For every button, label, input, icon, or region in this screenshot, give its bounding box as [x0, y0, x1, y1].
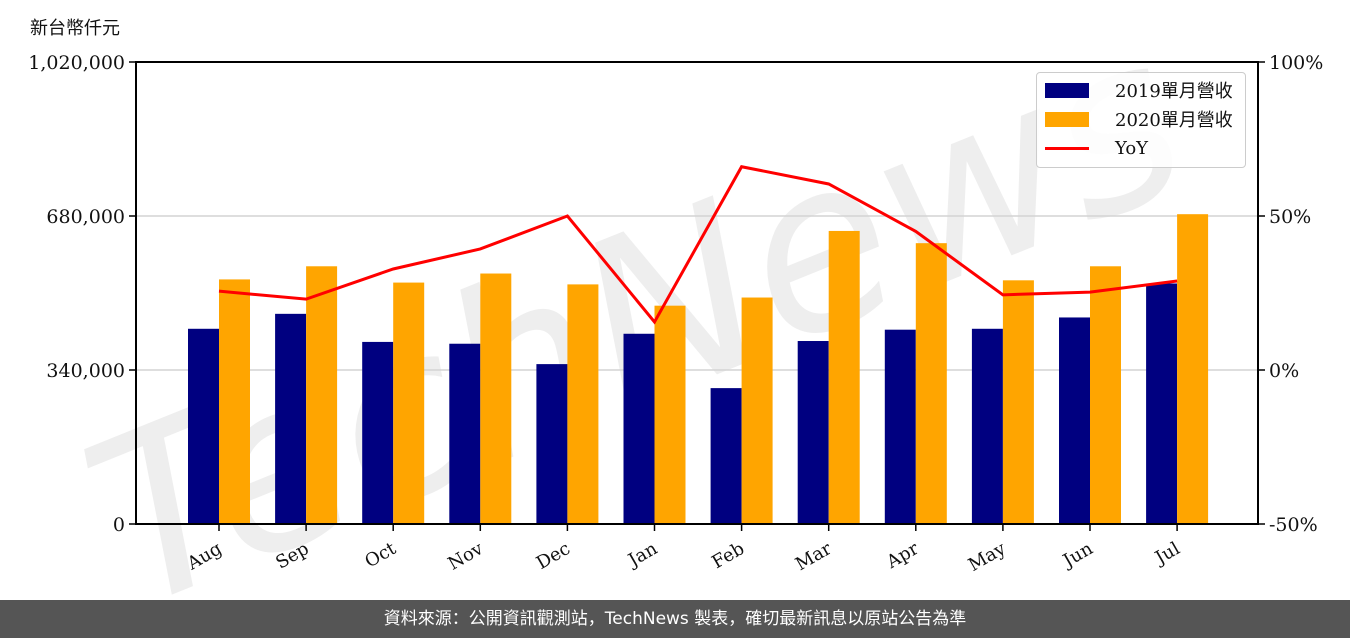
bar-2020: [654, 305, 686, 524]
bar-2020: [915, 243, 947, 525]
x-tick-label: Dec: [533, 538, 574, 574]
y2-tick-label: 0%: [1269, 360, 1299, 382]
bar-2020: [567, 284, 599, 524]
chart-legend: 2019單月營收 2020單月營收 YoY: [1036, 72, 1246, 168]
legend-label-2019: 2019單月營收: [1115, 81, 1233, 102]
bar-2020: [1177, 214, 1209, 524]
y-tick-label: 340,000: [46, 360, 125, 382]
bar-2020: [306, 266, 338, 524]
x-tick-label: Apr: [882, 538, 922, 573]
bar-2020: [219, 279, 250, 524]
legend-swatch-2019: [1045, 82, 1089, 98]
yoy-line: [218, 165, 1178, 325]
legend-line-yoy: [1045, 146, 1089, 150]
y-tick-label: 1,020,000: [28, 52, 125, 74]
legend-label-yoy: YoY: [1115, 137, 1149, 159]
bar-2019: [536, 364, 568, 524]
y-tick-label: 0: [113, 514, 125, 536]
x-tick-label: Nov: [444, 538, 487, 575]
legend-label-2020: 2020單月營收: [1115, 110, 1233, 131]
bar-2019: [188, 328, 219, 524]
x-tick-label: Mar: [792, 538, 836, 575]
bar-2020: [828, 230, 860, 524]
x-tick-label: Feb: [708, 538, 748, 573]
y2-tick-label: 50%: [1269, 206, 1311, 228]
y2-tick-label: 100%: [1269, 52, 1323, 74]
bar-2019: [971, 328, 1003, 524]
bar-2019: [449, 343, 481, 524]
bar-2019: [710, 388, 742, 524]
bar-2019: [797, 341, 829, 524]
legend-swatch-2020: [1045, 111, 1089, 127]
bar-2020: [741, 297, 773, 524]
y2-tick-label: -50%: [1269, 514, 1318, 536]
bar-2020: [1090, 266, 1121, 524]
x-tick-label: Jun: [1058, 538, 1097, 573]
bar-2020: [480, 273, 512, 524]
legend-item-yoy: YoY: [1045, 135, 1148, 161]
x-tick-label: Jul: [1150, 538, 1184, 570]
legend-item-2020: 2020單月營收: [1045, 106, 1233, 132]
bar-2019: [275, 313, 307, 524]
x-tick-label: May: [965, 538, 1010, 576]
bar-2020: [1002, 280, 1034, 524]
bar-2020: [393, 282, 425, 524]
bar-2019: [623, 333, 655, 524]
plot-frame: [135, 61, 1259, 525]
y-tick-label: 680,000: [46, 206, 125, 228]
bar-2019: [884, 329, 916, 524]
source-footer: 資料來源：公開資訊觀測站，TechNews 製表，確切最新訊息以原站公告為準: [0, 600, 1350, 638]
revenue-chart: TechNews0340,000680,0001,020,000-50%0%50…: [28, 0, 1323, 600]
bar-2019: [362, 341, 394, 524]
y-axis-unit-label: 新台幣仟元: [30, 18, 120, 39]
bar-2019: [1146, 283, 1178, 524]
bar-2019: [1059, 317, 1090, 524]
legend-item-2019: 2019單月營收: [1045, 77, 1233, 103]
x-tick-label: Jan: [623, 538, 661, 572]
